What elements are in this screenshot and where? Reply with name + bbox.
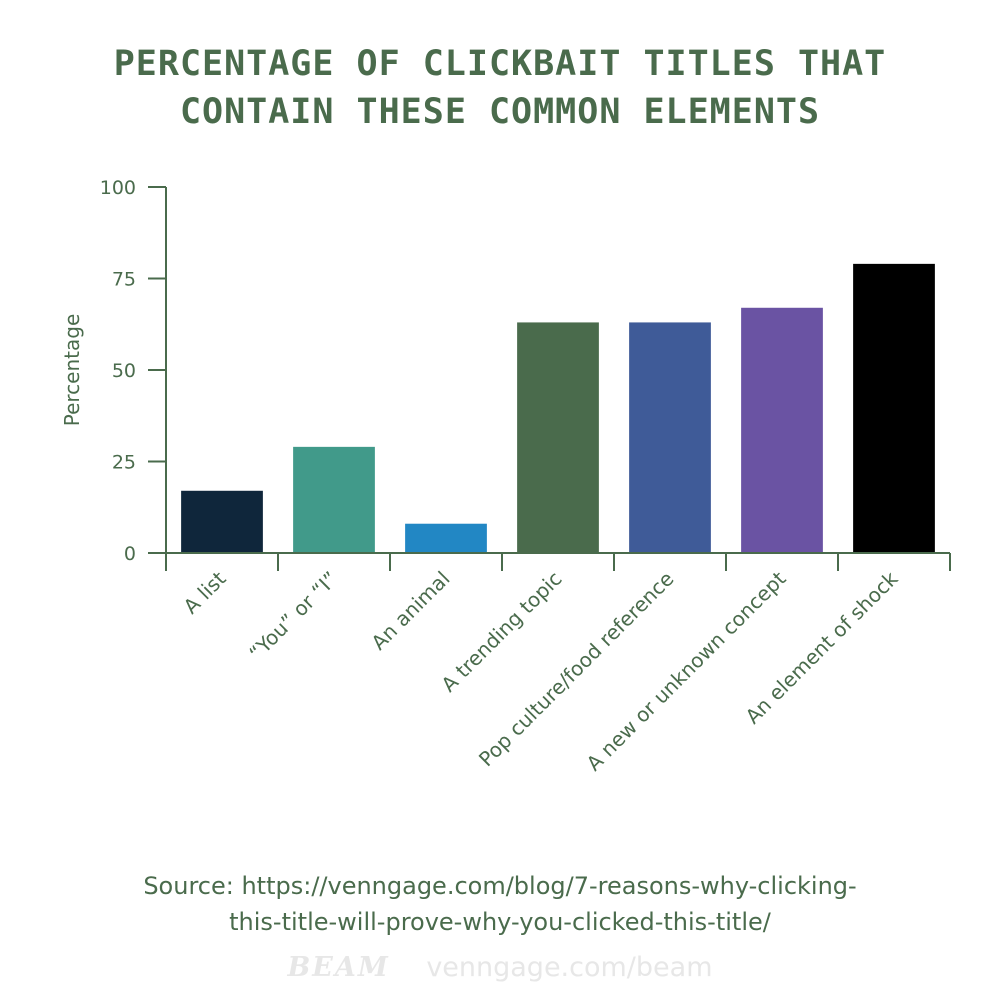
- x-tick-label: An animal: [367, 567, 455, 655]
- y-tick-label: 0: [124, 543, 136, 565]
- y-tick-label: 100: [100, 177, 136, 199]
- source-line-2: this-title-will-prove-why-you-clicked-th…: [229, 908, 771, 936]
- chart-title-line-2: CONTAIN THESE COMMON ELEMENTS: [179, 92, 821, 132]
- bars-group: [181, 263, 935, 553]
- bar: [405, 523, 487, 553]
- y-axis: 0 25 50 75 100: [100, 177, 167, 565]
- chart-title: PERCENTAGE OF CLICKBAIT TITLES THAT CONT…: [0, 40, 1000, 136]
- bar: [741, 307, 823, 553]
- bar: [293, 446, 375, 553]
- source-note: Source: https://venngage.com/blog/7-reas…: [0, 868, 1000, 940]
- source-line-1: Source: https://venngage.com/blog/7-reas…: [143, 872, 857, 900]
- brand-url: venngage.com/beam: [426, 952, 713, 983]
- x-tick-label: Pop culture/food reference: [474, 567, 679, 772]
- bar: [181, 490, 263, 553]
- x-tick-label: A trending topic: [436, 567, 566, 697]
- x-tick-label: A new or unknown concept: [582, 566, 791, 775]
- watermark: BEAM venngage.com/beam: [0, 950, 1000, 986]
- chart-title-line-1: PERCENTAGE OF CLICKBAIT TITLES THAT: [113, 44, 887, 84]
- x-tick-label: “You” or “I”: [244, 567, 342, 665]
- y-tick-label: 75: [112, 269, 136, 291]
- y-tick-label: 25: [112, 452, 136, 474]
- y-axis-label: Percentage: [60, 314, 84, 427]
- y-tick-label: 50: [112, 360, 136, 382]
- x-tick-label: A list: [179, 566, 231, 618]
- bar: [517, 322, 599, 553]
- bar: [629, 322, 711, 553]
- brand-logo: BEAM: [287, 952, 390, 983]
- bar: [853, 263, 935, 553]
